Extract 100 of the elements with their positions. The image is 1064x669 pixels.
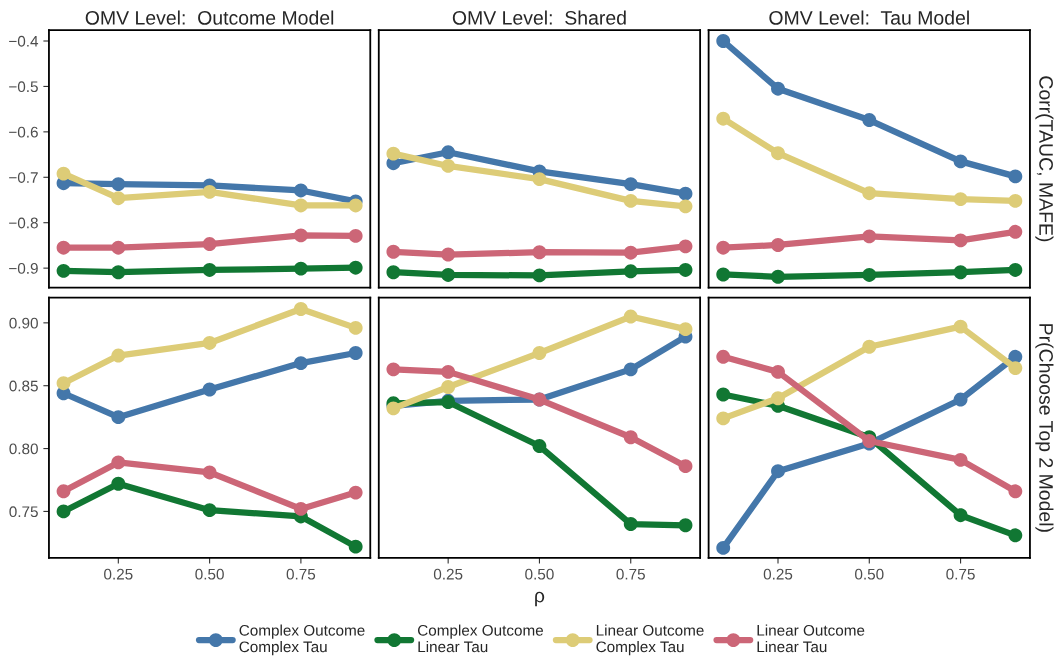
point: [111, 348, 126, 363]
point: [348, 228, 363, 243]
point: [716, 111, 731, 126]
point: [771, 238, 785, 252]
point: [678, 459, 693, 474]
point: [623, 177, 638, 192]
point: [441, 145, 456, 160]
point: [1008, 263, 1023, 277]
point: [532, 172, 547, 187]
point: [111, 476, 126, 491]
y-tick-label: −0.4: [9, 35, 39, 47]
legend-label: Complex Outcome Linear Tau: [417, 624, 544, 653]
point: [441, 158, 456, 173]
point: [111, 240, 126, 255]
y2-axis-title: Corr(TAUC, MAFE): [1035, 76, 1054, 242]
chart-title: OMV Level: Tau Model: [769, 10, 969, 25]
point: [386, 244, 401, 259]
point: [716, 267, 731, 282]
y-tick-label: 0.90: [9, 317, 38, 329]
point: [293, 183, 308, 198]
point: [623, 517, 638, 531]
point: [111, 177, 126, 192]
point: [441, 247, 456, 262]
point: [623, 362, 638, 377]
y-tick-label: −0.7: [9, 172, 38, 183]
point: [953, 265, 968, 280]
point: [386, 146, 401, 161]
point: [953, 154, 968, 169]
point: [293, 501, 308, 516]
point: [293, 356, 308, 371]
point: [111, 455, 126, 470]
point: [386, 362, 401, 377]
point: [111, 410, 126, 425]
point: [532, 268, 547, 283]
point: [953, 452, 968, 467]
point: [771, 391, 785, 406]
point: [532, 245, 547, 260]
point: [953, 508, 968, 523]
point: [623, 430, 638, 445]
y-tick-label: −0.6: [9, 126, 38, 138]
point: [678, 199, 693, 214]
point: [56, 240, 71, 255]
point: [293, 198, 308, 213]
y-tick-label: −0.5: [9, 81, 38, 93]
point: [56, 166, 71, 181]
y-tick-label: 0.85: [9, 380, 38, 392]
point: [386, 265, 401, 280]
point: [202, 263, 217, 277]
point: [202, 382, 217, 397]
point: [678, 186, 693, 201]
point: [771, 81, 785, 96]
chart-title: OMV Level: Outcome Model: [85, 10, 334, 25]
legend-label: Complex Outcome Complex Tau: [239, 624, 365, 656]
point: [953, 233, 968, 248]
x-tick-label: 0.50: [195, 568, 224, 580]
y2-axis-title: Pr(Choose Top 2 Model): [1035, 324, 1054, 532]
y-tick-label: 0.80: [9, 443, 38, 455]
point: [771, 146, 785, 161]
point: [953, 319, 968, 334]
point: [1008, 193, 1023, 208]
y-tick-label: 0.75: [9, 506, 38, 518]
point: [202, 237, 217, 252]
point: [441, 364, 456, 379]
point: [56, 504, 71, 519]
point: [953, 392, 968, 407]
point: [441, 268, 456, 282]
point: [348, 539, 363, 554]
x-tick-label: 0.75: [286, 568, 316, 580]
point: [771, 364, 785, 379]
point: [678, 322, 693, 337]
point: [716, 349, 731, 364]
point: [202, 336, 217, 350]
point: [348, 320, 363, 335]
x-axis-title: ρ: [535, 591, 545, 607]
point: [202, 184, 217, 199]
point: [678, 239, 693, 254]
x-tick-label: 0.25: [104, 568, 133, 580]
point: [441, 380, 456, 394]
point: [623, 309, 638, 324]
y-tick-label: −0.9: [9, 263, 38, 274]
point: [771, 269, 785, 284]
point: [623, 193, 638, 208]
point: [623, 245, 638, 260]
point: [56, 376, 71, 391]
point: [293, 302, 308, 316]
point: [862, 339, 877, 354]
point: [1008, 224, 1023, 239]
point: [202, 503, 217, 518]
point: [1008, 528, 1023, 543]
point: [348, 485, 363, 500]
point: [56, 263, 71, 278]
legend-label: Linear Outcome Complex Tau: [596, 624, 704, 656]
point: [716, 387, 731, 402]
point: [293, 228, 308, 243]
point: [953, 192, 968, 207]
point: [678, 263, 693, 277]
legend-label: Linear Outcome Linear Tau: [757, 624, 865, 653]
point: [862, 113, 877, 127]
point: [716, 240, 731, 255]
point: [862, 229, 877, 244]
